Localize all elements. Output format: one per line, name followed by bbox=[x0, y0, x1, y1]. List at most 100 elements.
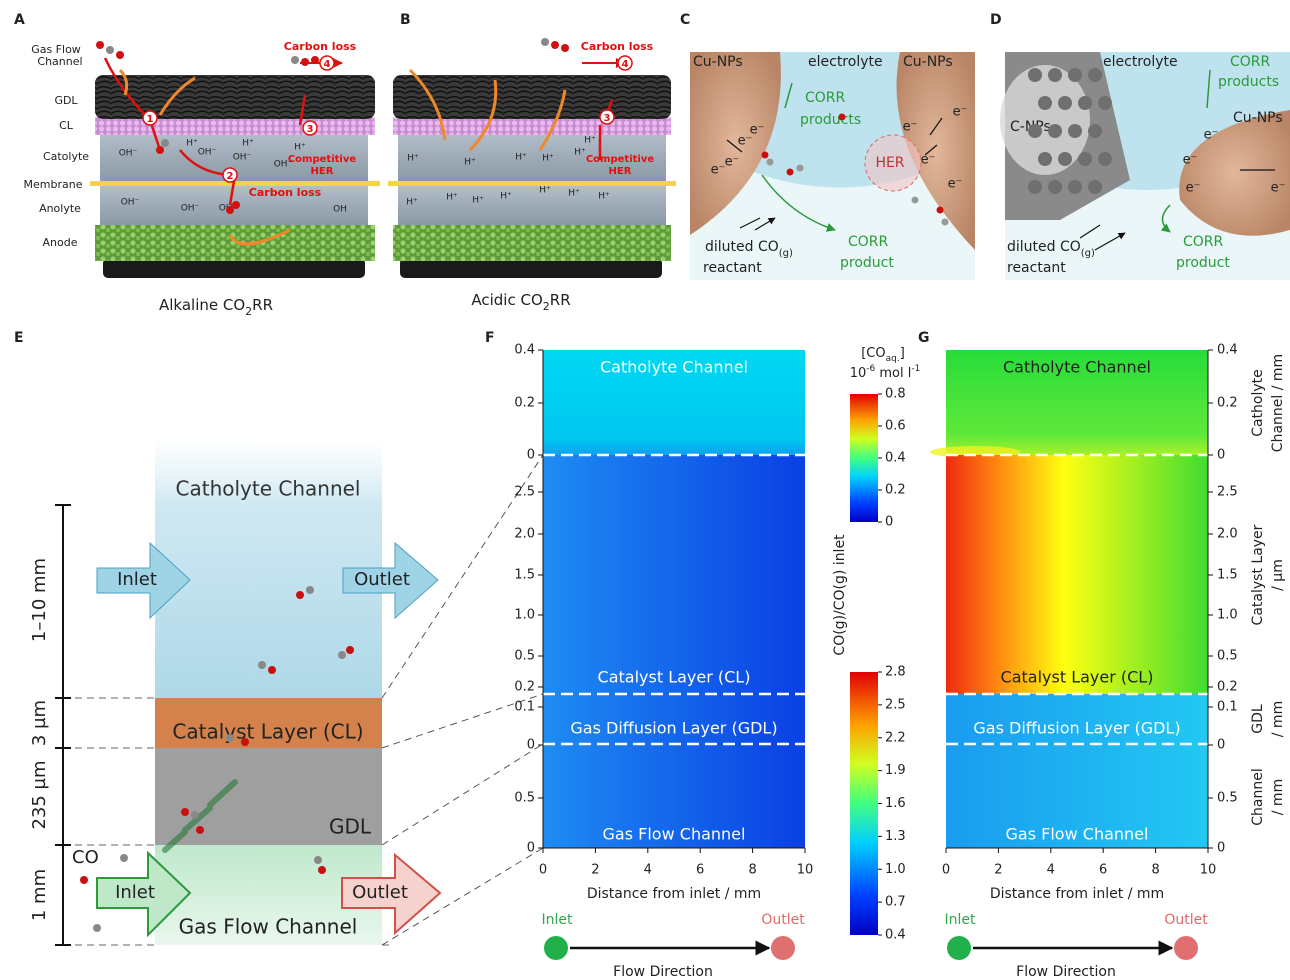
region-label: Catalyst Layer (CL) bbox=[172, 720, 363, 744]
step-number: 4 bbox=[622, 59, 629, 70]
x-axis-label: Distance from inlet / mm bbox=[587, 886, 761, 902]
flow-label: Outlet bbox=[761, 912, 805, 928]
y-tick-label: 0.5 bbox=[514, 791, 535, 806]
scale-label: 3 µm bbox=[29, 700, 50, 746]
x-axis-label: Distance from inlet / mm bbox=[990, 886, 1164, 902]
y-axis-title: GDL bbox=[1250, 704, 1266, 734]
label: reactant bbox=[703, 260, 762, 276]
y-tick-label: 0 bbox=[527, 738, 535, 753]
panel-label: F bbox=[485, 330, 495, 346]
electron-label: e⁻ bbox=[1204, 128, 1219, 143]
colorbar-tick-label: 0.7 bbox=[885, 895, 906, 910]
y-axis-title: / mm bbox=[1270, 779, 1286, 815]
label: products bbox=[1218, 74, 1279, 90]
x-tick-label: 4 bbox=[1047, 863, 1055, 878]
label-part: (g) bbox=[1081, 248, 1095, 259]
annotation: Carbon loss bbox=[284, 40, 357, 53]
zone-label: Gas Flow Channel bbox=[603, 825, 746, 844]
scale-label: 235 µm bbox=[29, 760, 50, 829]
flow-label: Flow Direction bbox=[613, 964, 713, 980]
pore bbox=[1088, 180, 1102, 194]
x-tick-label: 6 bbox=[1099, 863, 1107, 878]
electron-label: e⁻ bbox=[738, 134, 753, 149]
molecule-atom bbox=[541, 38, 549, 46]
ion-label: H⁺ bbox=[472, 196, 484, 206]
molecule-atom bbox=[561, 44, 569, 52]
ion-label: H⁺ bbox=[406, 198, 418, 208]
flow-label: Flow Direction bbox=[1016, 964, 1116, 980]
molecule-atom bbox=[346, 646, 354, 654]
molecule-atom bbox=[942, 219, 949, 226]
molecule-atom bbox=[551, 41, 559, 49]
y-tick-label: 2.5 bbox=[1217, 485, 1238, 500]
pore bbox=[1068, 124, 1082, 138]
zone-label: Gas Diffusion Layer (GDL) bbox=[973, 719, 1180, 738]
molecule-atom bbox=[762, 152, 769, 159]
ion-label: OH⁻ bbox=[198, 148, 217, 158]
annotation: HER bbox=[609, 166, 632, 177]
molecule-atom bbox=[787, 169, 794, 176]
zone-label: Gas Flow Channel bbox=[1006, 825, 1149, 844]
electron-label: e⁻ bbox=[711, 163, 726, 178]
pore bbox=[1058, 96, 1072, 110]
panel-a-illustration bbox=[90, 58, 380, 278]
ion-label: OH⁻ bbox=[121, 198, 140, 208]
y-tick-label: 0 bbox=[1217, 841, 1225, 856]
x-tick-label: 2 bbox=[591, 863, 599, 878]
y-axis-title: / mm bbox=[1270, 701, 1286, 737]
pore bbox=[1038, 96, 1052, 110]
arrow-label: Outlet bbox=[354, 569, 410, 590]
ion-label: H⁺ bbox=[186, 139, 198, 149]
step-number: 1 bbox=[147, 114, 154, 125]
pore bbox=[1068, 180, 1082, 194]
pore bbox=[1068, 68, 1082, 82]
gdl bbox=[95, 75, 375, 119]
y-tick-label: 0 bbox=[527, 448, 535, 463]
pore bbox=[1088, 124, 1102, 138]
label-part: diluted CO bbox=[705, 239, 779, 255]
pore bbox=[1058, 152, 1072, 166]
heatmap-lower bbox=[543, 455, 805, 848]
colorbar-tick-label: 1.6 bbox=[885, 796, 906, 811]
label: product bbox=[1176, 255, 1230, 271]
ion-label: OH⁻ bbox=[119, 149, 138, 159]
y-axis-title: / µm bbox=[1270, 559, 1286, 591]
molecule-atom bbox=[937, 207, 944, 214]
label: Cu-NPs bbox=[1233, 110, 1283, 126]
y-tick-label: 0.1 bbox=[514, 700, 535, 715]
colorbar-tick-label: 1.3 bbox=[885, 829, 906, 844]
electron-label: e⁻ bbox=[953, 105, 968, 120]
electron-label: e⁻ bbox=[1183, 153, 1198, 168]
label: electrolyte bbox=[808, 54, 883, 70]
y-tick-label: 1.5 bbox=[1217, 568, 1238, 583]
colorbar-tick-label: 2.8 bbox=[885, 665, 906, 680]
molecule-atom bbox=[241, 738, 249, 746]
arrow-label: Outlet bbox=[352, 882, 408, 903]
colorbar-title: 10-6 mol l-1 bbox=[850, 364, 921, 381]
y-tick-label: 0.2 bbox=[514, 396, 535, 411]
pore bbox=[1048, 180, 1062, 194]
label: products bbox=[800, 112, 861, 128]
scale-label: 1–10 mm bbox=[29, 558, 50, 642]
layer-label: Catolyte bbox=[43, 150, 89, 163]
colorbar-tick-label: 0.4 bbox=[885, 451, 906, 466]
electron-label: e⁻ bbox=[1271, 181, 1286, 196]
panel-e-schematic bbox=[55, 440, 543, 945]
panel-f-heatmap bbox=[543, 350, 805, 848]
y-tick-label: 0.5 bbox=[1217, 649, 1238, 664]
label-part: -6 bbox=[866, 364, 875, 374]
molecule-atom bbox=[268, 666, 276, 674]
y-tick-label: 0.2 bbox=[514, 680, 535, 695]
electron-label: e⁻ bbox=[903, 120, 918, 135]
step-number: 4 bbox=[324, 59, 331, 70]
pore bbox=[1098, 152, 1112, 166]
outlet-marker bbox=[771, 936, 795, 960]
x-tick-label: 10 bbox=[1200, 863, 1217, 878]
pore bbox=[1078, 96, 1092, 110]
y-tick-label: 1.5 bbox=[514, 568, 535, 583]
catalyst-layer bbox=[95, 117, 375, 135]
label-part: Acidic CO bbox=[471, 291, 542, 309]
label-part: (g) bbox=[779, 248, 793, 259]
ion-label: H⁺ bbox=[446, 193, 458, 203]
molecule-atom bbox=[291, 56, 299, 64]
